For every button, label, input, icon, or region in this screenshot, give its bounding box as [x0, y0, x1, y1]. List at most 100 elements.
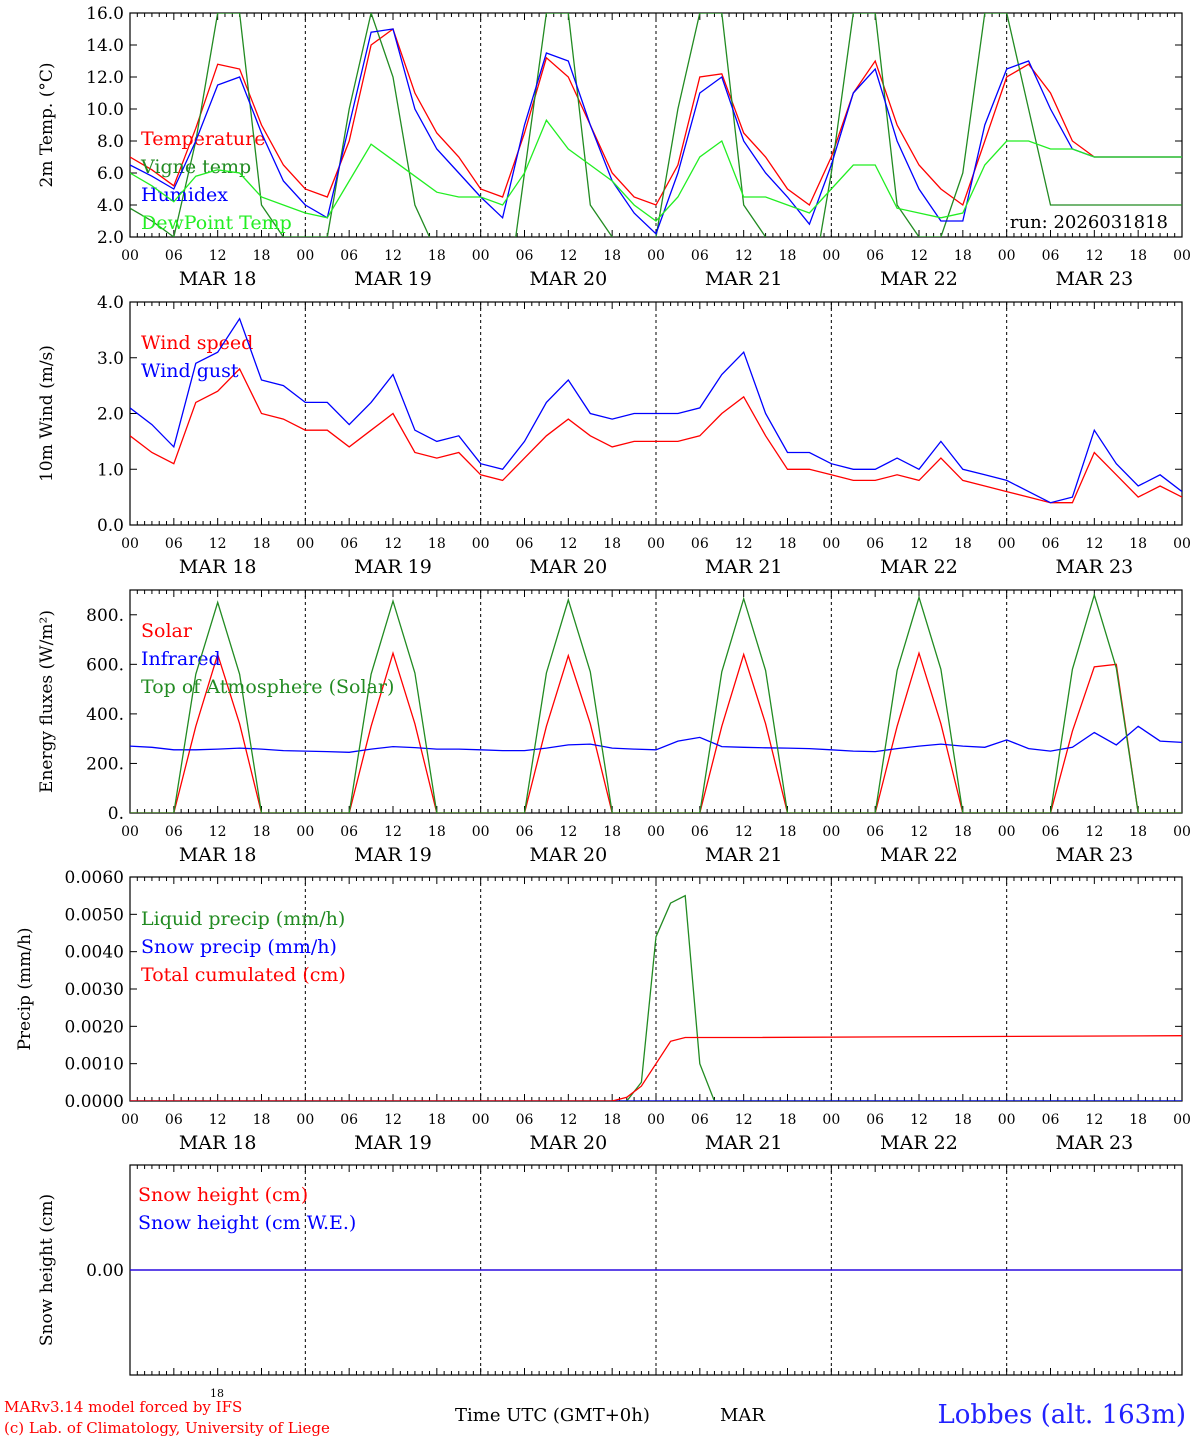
y-axis-label: Energy fluxes (W/m²) — [37, 610, 57, 793]
y-tick-label: 0.0 — [97, 516, 124, 536]
x-tick-label: 12 — [209, 824, 227, 840]
x-tick-label: 06 — [340, 248, 358, 264]
x-tick-label: 12 — [910, 248, 928, 264]
x-tick-label: 00 — [647, 536, 665, 552]
day-label: MAR 19 — [354, 556, 432, 578]
y-tick-label: 600. — [86, 655, 124, 675]
x-tick-label: 00 — [647, 1112, 665, 1128]
legend-entry: Total cumulated (cm) — [141, 964, 346, 986]
x-tick-label: 18 — [1129, 248, 1147, 264]
legend-entry: Liquid precip (mm/h) — [141, 908, 345, 930]
x-tick-label: 12 — [559, 1112, 577, 1128]
x-tick-label: 00 — [1173, 248, 1191, 264]
day-label: MAR 21 — [705, 556, 783, 578]
x-tick-label: 18 — [253, 1112, 271, 1128]
x-tick-label: 06 — [1042, 824, 1060, 840]
y-tick-label: 2.0 — [97, 405, 124, 425]
series-line-wind-speed — [130, 367, 1182, 504]
x-tick-label: 18 — [253, 248, 271, 264]
day-label: MAR 22 — [880, 268, 958, 290]
x-tick-label: 12 — [384, 248, 402, 264]
x-tick-label: 12 — [559, 536, 577, 552]
day-label: MAR 20 — [529, 556, 607, 578]
y-tick-label: 10.0 — [86, 100, 124, 120]
x-tick-label: 00 — [472, 824, 490, 840]
model-credit: MARv3.14 model forced by IFS — [4, 1398, 243, 1416]
x-tick-label: 06 — [691, 1112, 709, 1128]
x-tick-label: 18 — [1129, 536, 1147, 552]
series-line-temperature — [130, 27, 1182, 207]
x-tick-label: 06 — [165, 248, 183, 264]
x-tick-label: 18 — [954, 248, 972, 264]
series-line-infrared — [130, 725, 1182, 753]
y-tick-label: 0.0060 — [65, 868, 124, 888]
x-tick-label: 00 — [121, 248, 139, 264]
y-tick-label: 800. — [86, 606, 124, 626]
x-tick-label: 12 — [735, 248, 753, 264]
y-axis-label: Snow height (cm) — [37, 1194, 57, 1346]
x-tick-label: 18 — [1129, 1112, 1147, 1128]
day-label: MAR 23 — [1055, 844, 1133, 866]
day-label: MAR 23 — [1055, 556, 1133, 578]
x-tick-label: 18 — [428, 536, 446, 552]
y-tick-label: 12.0 — [86, 68, 124, 88]
x-tick-label: 00 — [1173, 824, 1191, 840]
x-tick-label: 06 — [165, 536, 183, 552]
day-label: MAR 23 — [1055, 268, 1133, 290]
y-tick-label: 3.0 — [97, 349, 124, 369]
x-tick-label: 12 — [910, 1112, 928, 1128]
x-tick-label: 06 — [340, 1112, 358, 1128]
legend-entry: DewPoint Temp — [141, 212, 292, 234]
x-tick-label: 12 — [1085, 248, 1103, 264]
x-tick-label: 00 — [121, 1112, 139, 1128]
x-tick-label: 00 — [472, 248, 490, 264]
legend-entry: Wind gust — [141, 360, 239, 382]
y-axis-label: 2m Temp. (°C) — [37, 62, 57, 187]
series-line-wind-gust — [130, 317, 1182, 504]
legend-entry: Vigne temp — [140, 156, 251, 178]
x-tick-label: 00 — [647, 824, 665, 840]
x-tick-label: 18 — [779, 824, 797, 840]
x-tick-label: 00 — [998, 248, 1016, 264]
x-tick-label: 12 — [559, 824, 577, 840]
x-tick-label: 06 — [165, 1112, 183, 1128]
x-tick-label: 06 — [866, 1112, 884, 1128]
x-tick-label: 06 — [340, 536, 358, 552]
y-tick-label: 16.0 — [86, 4, 124, 24]
x-tick-label: 06 — [516, 1112, 534, 1128]
y-tick-label: 400. — [86, 705, 124, 725]
x-tick-label: 18 — [779, 1112, 797, 1128]
x-tick-label: 06 — [866, 248, 884, 264]
x-tick-label: 00 — [296, 1112, 314, 1128]
x-tick-label: 18 — [779, 248, 797, 264]
run-annotation: run: 2026031818 — [1010, 212, 1168, 233]
x-tick-label: 00 — [822, 824, 840, 840]
x-tick-label: 00 — [998, 1112, 1016, 1128]
x-tick-label: 06 — [691, 536, 709, 552]
y-tick-label: 0.0000 — [65, 1092, 124, 1112]
day-label: MAR 19 — [354, 844, 432, 866]
x-tick-label: 06 — [691, 824, 709, 840]
x-tick-label: 12 — [384, 824, 402, 840]
x-tick-label: 06 — [516, 248, 534, 264]
x-tick-label: 18 — [428, 248, 446, 264]
series-line-liquid-precip-mm-h- — [130, 894, 1182, 1101]
legend-entry: Temperature — [141, 128, 265, 150]
legend-entry: Snow precip (mm/h) — [141, 936, 337, 958]
y-tick-label: 0.0040 — [65, 943, 124, 963]
x-tick-label: 12 — [209, 248, 227, 264]
x-tick-label: 18 — [253, 536, 271, 552]
x-tick-label: 18 — [954, 824, 972, 840]
series-line-humidex — [130, 28, 1182, 235]
y-tick-label: 0.0030 — [65, 980, 124, 1000]
day-label: MAR 22 — [880, 556, 958, 578]
day-label: MAR 21 — [705, 844, 783, 866]
series-line-dewpoint-temp — [130, 118, 1182, 222]
legend-entry: Wind speed — [141, 332, 253, 354]
x-tick-label: 00 — [296, 536, 314, 552]
x-tick-label: 12 — [384, 1112, 402, 1128]
x-tick-label: 12 — [735, 824, 753, 840]
day-label: MAR 18 — [179, 1132, 257, 1154]
series-line-total-cumulated-cm- — [130, 1035, 1182, 1101]
